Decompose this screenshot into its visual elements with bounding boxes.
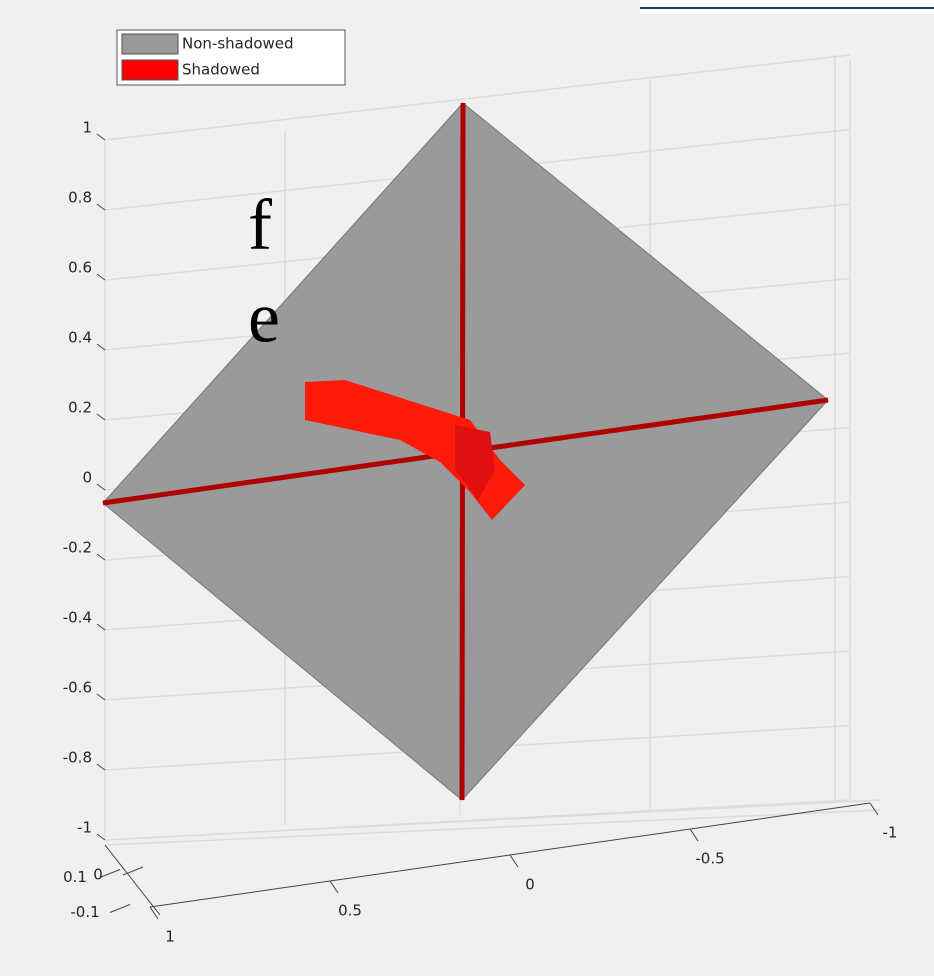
legend-label: Non-shadowed	[182, 35, 294, 53]
z-tick-label: 1	[82, 119, 92, 137]
slide-text: f	[248, 185, 272, 265]
z-tick-label: 0.8	[68, 189, 92, 207]
z-tick-label: -0.4	[63, 609, 92, 627]
z-tick-label: 0.2	[68, 399, 92, 417]
z-tick-label: -0.2	[63, 539, 92, 557]
x-tick-label: 0	[525, 876, 535, 894]
z-tick-label: 0.6	[68, 259, 92, 277]
x-tick-label: 0.5	[338, 902, 362, 920]
legend-label: Shadowed	[182, 61, 260, 79]
legend: Non-shadowed Shadowed	[117, 30, 345, 85]
legend-swatch	[122, 34, 178, 54]
x-tick-label: 1	[165, 928, 175, 946]
slide-text: e	[248, 278, 280, 358]
z-tick-label: -1	[77, 819, 92, 837]
y-tick-label: 0	[93, 866, 103, 884]
z-tick-label: 0.4	[68, 329, 92, 347]
page: {"background_text": ["f", "e"], "chart_d…	[0, 0, 934, 976]
y-tick-label: 0.1	[63, 868, 87, 886]
y-tick-label: -0.1	[70, 903, 99, 921]
x-tick-label: -1	[883, 824, 898, 842]
chart: f e Non-shadowed Shadowed 1 0.8 0.6 0.4 0.2 0 -…	[0, 0, 934, 976]
z-tick-label: -0.8	[63, 749, 92, 767]
legend-swatch	[122, 60, 178, 80]
z-tick-label: 0	[82, 469, 92, 487]
x-tick-label: -0.5	[695, 850, 724, 868]
z-tick-label: -0.6	[63, 679, 92, 697]
